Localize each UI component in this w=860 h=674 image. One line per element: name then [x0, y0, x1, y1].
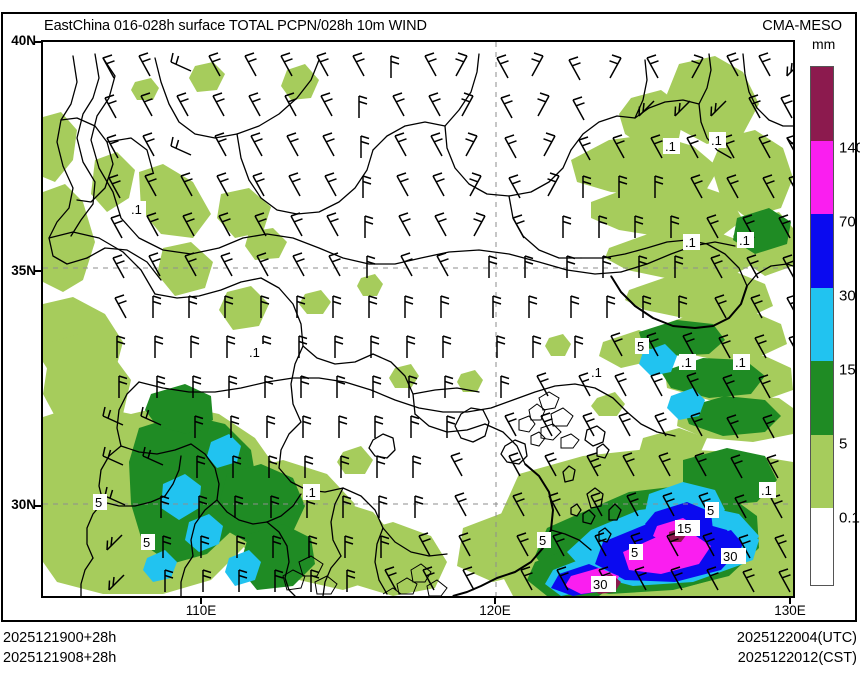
- contour-label: .1: [759, 482, 776, 498]
- map-canvas: .1 .1 .1 .1 .1 .1 .1 .1 .1 .1 .1 5 5 5 5…: [43, 42, 793, 596]
- footer-init-time-cst: 2025121908+28h: [3, 650, 117, 666]
- contour-label: .1: [679, 354, 696, 370]
- x-tick-mark-130e: [789, 596, 791, 604]
- footer-valid-time-utc: 2025122004(UTC): [736, 630, 857, 646]
- svg-text:.1: .1: [305, 485, 316, 500]
- map-boundaries-layer: [48, 53, 793, 596]
- colorbar-tick-15: 15: [839, 361, 856, 379]
- chart-title: EastChina 016-028h surface TOTAL PCPN/02…: [44, 18, 427, 34]
- x-axis-tick-110e: 110E: [185, 603, 217, 618]
- contour-label: .1: [663, 138, 680, 154]
- footer-init-time-utc: 2025121900+28h: [3, 630, 117, 646]
- y-tick-mark-40n: [34, 41, 42, 43]
- svg-text:.1: .1: [591, 365, 602, 380]
- river-network-detail: [282, 391, 580, 596]
- contour-label: 15: [675, 520, 700, 536]
- contour-label: 30: [721, 548, 746, 564]
- colorbar-band-70-140: [811, 140, 833, 215]
- svg-text:5: 5: [707, 503, 714, 518]
- precipitation-colorbar[interactable]: [810, 66, 834, 586]
- svg-text:.1: .1: [249, 345, 260, 360]
- contour-label: 5: [629, 544, 643, 560]
- contour-label: 30: [591, 576, 616, 592]
- colorbar-tick-30: 30: [839, 287, 856, 305]
- svg-text:.1: .1: [681, 355, 692, 370]
- x-axis-tick-120e: 120E: [479, 603, 511, 618]
- svg-text:.1: .1: [735, 355, 746, 370]
- svg-text:.1: .1: [665, 139, 676, 154]
- model-name-label: CMA-MESO: [762, 18, 842, 34]
- x-axis-tick-130e: 130E: [774, 603, 806, 618]
- svg-text:.1: .1: [761, 483, 772, 498]
- colorbar-band-5-15: [811, 361, 833, 435]
- contour-label: 5: [93, 494, 107, 510]
- colorbar-tick-70: 70: [839, 213, 856, 231]
- y-tick-mark-35n: [34, 270, 42, 272]
- y-axis-tick-35n: 35N: [11, 263, 36, 278]
- svg-text:30: 30: [723, 549, 737, 564]
- contour-label: .1: [589, 364, 606, 380]
- y-axis-tick-40n: 40N: [11, 33, 36, 48]
- contour-label-layer: .1 .1 .1 .1 .1 .1 .1 .1 .1 .1 .1 5 5 5 5…: [93, 132, 776, 592]
- colorbar-band-30-70: [811, 214, 833, 288]
- contour-label: 5: [635, 338, 649, 354]
- colorbar-tick-0p1: 0.1: [839, 509, 860, 527]
- svg-text:.1: .1: [685, 235, 696, 250]
- contour-label: 5: [141, 534, 155, 550]
- svg-text:5: 5: [143, 535, 150, 550]
- svg-text:.1: .1: [131, 202, 142, 217]
- svg-text:15: 15: [677, 521, 691, 536]
- footer-valid-time-cst: 2025122012(CST): [737, 650, 857, 666]
- contour-label: .1: [303, 484, 320, 500]
- colorbar-band-15-30: [811, 287, 833, 362]
- contour-label: .1: [709, 132, 726, 148]
- colorbar-band-below-0p1: [811, 508, 833, 585]
- colorbar-tick-5: 5: [839, 435, 848, 453]
- contour-label: 5: [705, 502, 719, 518]
- svg-text:.1: .1: [711, 133, 722, 148]
- contour-label: 5: [537, 532, 551, 548]
- colorbar-band-above-140: [811, 67, 833, 141]
- precipitation-map-panel[interactable]: .1 .1 .1 .1 .1 .1 .1 .1 .1 .1 .1 5 5 5 5…: [41, 40, 795, 598]
- contour-label: .1: [247, 344, 264, 360]
- svg-text:30: 30: [593, 577, 607, 592]
- chart-outer-frame: [1, 12, 857, 622]
- colorbar-unit-label: mm: [812, 36, 836, 52]
- contour-label: .1: [737, 232, 754, 248]
- svg-text:.1: .1: [739, 233, 750, 248]
- y-axis-tick-30n: 30N: [11, 497, 36, 512]
- svg-text:5: 5: [637, 339, 644, 354]
- x-tick-mark-110e: [200, 596, 202, 604]
- svg-text:5: 5: [95, 495, 102, 510]
- y-tick-mark-30n: [34, 505, 42, 507]
- contour-label: .1: [683, 234, 700, 250]
- svg-text:5: 5: [539, 533, 546, 548]
- svg-text:5: 5: [631, 545, 638, 560]
- contour-label: .1: [733, 354, 750, 370]
- coastline-heavy: [452, 275, 748, 596]
- colorbar-band-0p1-5: [811, 434, 833, 509]
- colorbar-tick-140: 140: [839, 139, 860, 157]
- x-tick-mark-120e: [494, 596, 496, 604]
- contour-label: .1: [129, 201, 146, 217]
